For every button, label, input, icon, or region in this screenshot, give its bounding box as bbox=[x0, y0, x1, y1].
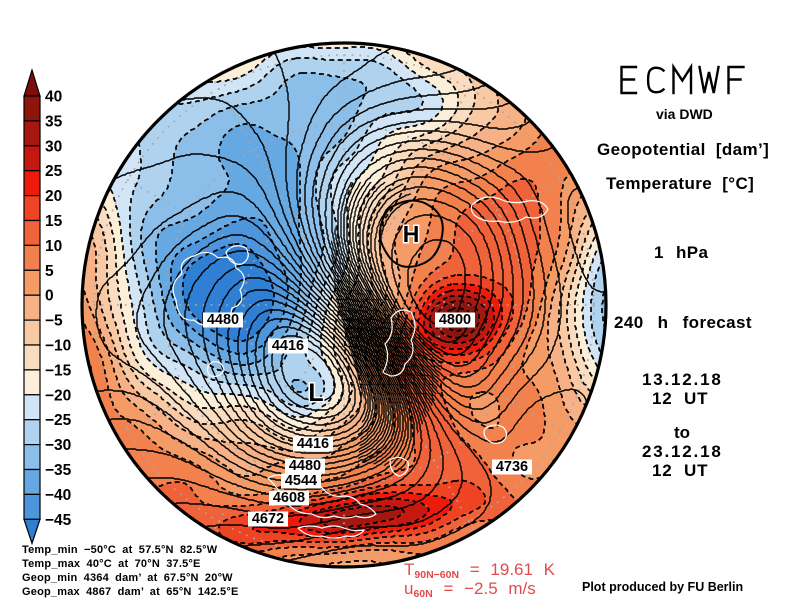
svg-text:4736: 4736 bbox=[496, 459, 528, 475]
svg-text:15: 15 bbox=[45, 213, 63, 230]
svg-text:30: 30 bbox=[45, 138, 62, 155]
svg-text:4480: 4480 bbox=[207, 312, 239, 328]
svg-text:−40: −40 bbox=[45, 487, 71, 504]
svg-text:25: 25 bbox=[45, 163, 63, 180]
svg-text:5: 5 bbox=[45, 263, 54, 280]
svg-text:−35: −35 bbox=[45, 462, 72, 479]
svg-text:−30: −30 bbox=[45, 437, 71, 454]
svg-text:−10: −10 bbox=[45, 338, 71, 355]
svg-text:4480: 4480 bbox=[289, 458, 321, 474]
svg-text:4544: 4544 bbox=[285, 473, 317, 489]
svg-text:4416: 4416 bbox=[272, 338, 304, 354]
svg-text:−20: −20 bbox=[45, 387, 71, 404]
svg-text:−45: −45 bbox=[45, 512, 72, 529]
svg-text:−15: −15 bbox=[45, 362, 72, 379]
svg-text:20: 20 bbox=[45, 188, 62, 205]
svg-text:4672: 4672 bbox=[252, 511, 284, 527]
svg-text:35: 35 bbox=[45, 113, 63, 130]
svg-text:H: H bbox=[403, 221, 420, 247]
svg-text:−5: −5 bbox=[45, 313, 63, 330]
svg-text:10: 10 bbox=[45, 238, 62, 255]
svg-text:0: 0 bbox=[45, 288, 54, 305]
svg-text:−25: −25 bbox=[45, 412, 72, 429]
svg-text:40: 40 bbox=[45, 89, 62, 106]
svg-text:4416: 4416 bbox=[297, 436, 329, 452]
svg-text:4608: 4608 bbox=[273, 490, 305, 506]
svg-text:L: L bbox=[308, 379, 323, 407]
svg-text:4800: 4800 bbox=[439, 312, 471, 328]
